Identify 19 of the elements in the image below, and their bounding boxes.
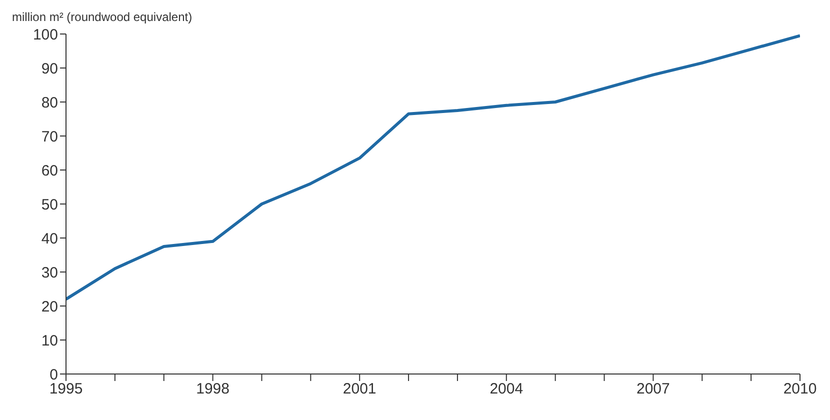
y-tick-label: 30	[41, 264, 58, 282]
y-tick-label: 20	[41, 298, 58, 316]
line-series	[66, 34, 800, 301]
y-tick-label: 50	[41, 196, 58, 214]
x-tick-label: 2004	[490, 380, 524, 398]
x-tick-label: 1995	[49, 380, 83, 398]
y-axis-title: million m² (roundwood equivalent)	[12, 10, 192, 24]
y-tick-label: 70	[41, 128, 58, 146]
y-tick-label: 40	[41, 230, 58, 248]
y-tick-label: 90	[41, 60, 58, 78]
y-tick-label: 10	[41, 332, 58, 350]
x-tick-label: 2007	[636, 380, 670, 398]
x-tick-label: 2001	[342, 380, 376, 398]
y-tick-label: 0	[50, 366, 58, 384]
x-tick-label: 1998	[196, 380, 230, 398]
y-tick-label: 80	[41, 94, 58, 112]
y-tick-label: 100	[32, 26, 58, 44]
x-tick-label: 2010	[783, 380, 817, 398]
y-tick-label: 60	[41, 162, 58, 180]
